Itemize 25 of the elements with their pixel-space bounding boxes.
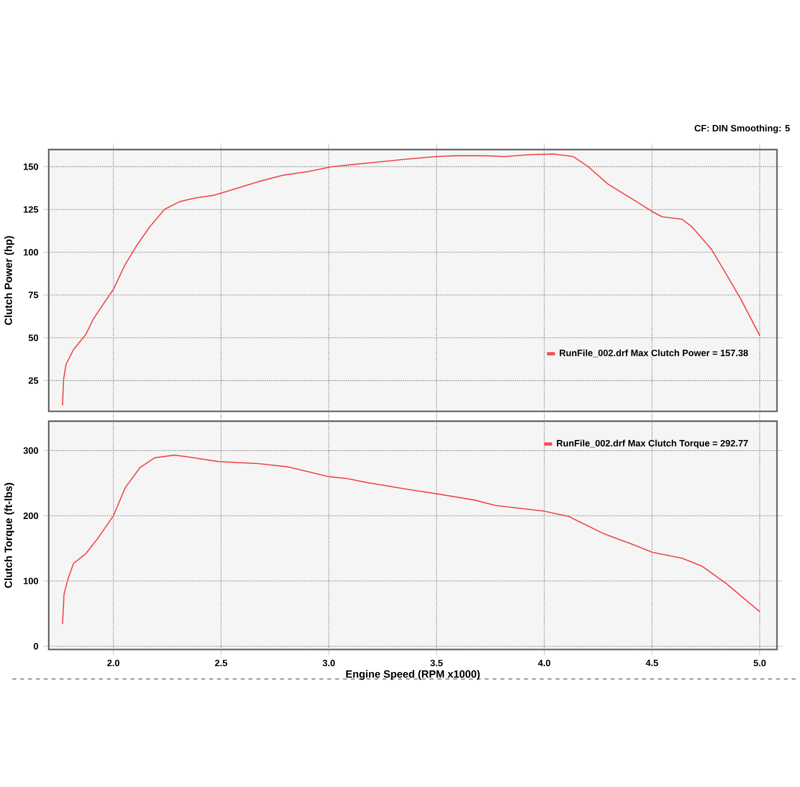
y-axis-title: Clutch Torque (ft-lbs) — [4, 482, 14, 588]
x-tick-label: 3.5 — [430, 660, 443, 666]
x-tick-label: 4.0 — [538, 660, 550, 666]
x-tick-label: 2.0 — [107, 660, 120, 666]
x-tick-label: 3.0 — [322, 660, 335, 666]
y-tick-label: 100 — [24, 248, 38, 256]
text: CF: DIN Smoothing: 5 — [694, 124, 790, 134]
y-tick-label: 150 — [24, 163, 38, 170]
x-axis-title: Engine Speed (RPM x1000) — [346, 670, 480, 680]
line-series — [62, 454, 760, 625]
x-tick-label: 2.5 — [215, 660, 228, 666]
y-tick-label: 0 — [34, 642, 38, 650]
y-tick-label: 125 — [24, 206, 38, 213]
y-tick-label: 200 — [23, 512, 38, 519]
y-tick-label: 50 — [28, 334, 38, 341]
y-tick-label: 100 — [24, 578, 38, 584]
legend-label: RunFile_002.drf Max Clutch Torque = 292.77 — [556, 440, 748, 448]
y-tick-label: 75 — [28, 292, 38, 298]
legend-label: RunFile_002.drf Max Clutch Power = 157.38 — [560, 349, 748, 358]
y-tick-label: 25 — [28, 377, 38, 384]
y-axis-title: Clutch Power (hp) — [4, 236, 14, 325]
y-tick-label: 300 — [23, 447, 38, 454]
x-tick-label: 5.0 — [754, 660, 766, 666]
line-series — [62, 153, 760, 406]
x-tick-label: 4.5 — [646, 660, 658, 666]
